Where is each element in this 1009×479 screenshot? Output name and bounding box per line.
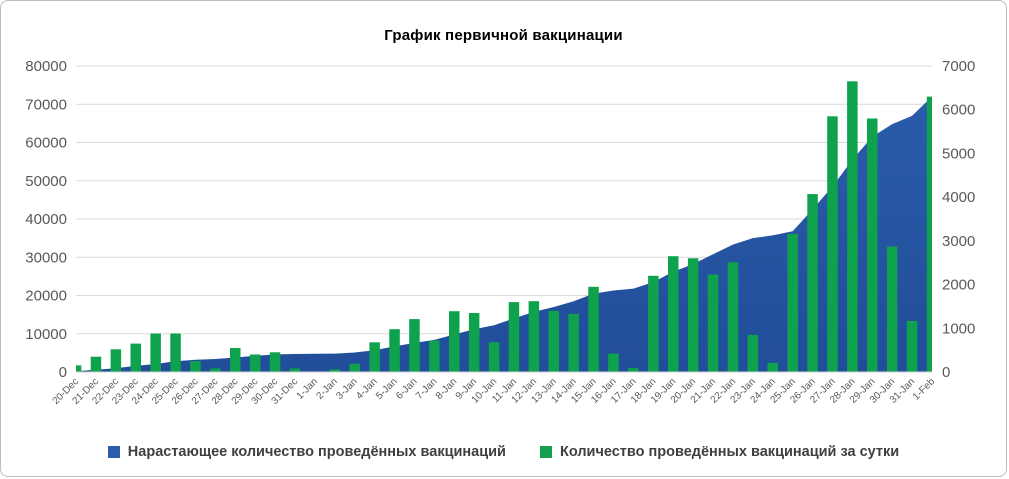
right-axis-tick-label: 1000 bbox=[942, 320, 975, 337]
daily-bar-24-Jan bbox=[767, 362, 778, 372]
daily-bar-25-Jan bbox=[787, 233, 798, 372]
legend-item-daily: Количество проведённых вакцинаций за сут… bbox=[539, 444, 900, 460]
legend-label-daily: Количество проведённых вакцинаций за сут… bbox=[559, 444, 900, 460]
daily-bar-3-Jan bbox=[349, 363, 360, 372]
daily-bar-22-Jan bbox=[727, 262, 739, 372]
left-axis-tick-label: 60000 bbox=[25, 135, 67, 152]
daily-bar-9-Jan bbox=[468, 313, 480, 372]
right-axis-tick-label: 7000 bbox=[942, 58, 975, 75]
daily-bar-27-Jan bbox=[827, 116, 838, 372]
daily-bar-19-Jan bbox=[668, 256, 679, 372]
x-axis-date-label: 2-Jan bbox=[314, 376, 339, 401]
daily-bar-31-Jan bbox=[906, 320, 918, 372]
daily-bar-18-Jan bbox=[648, 275, 659, 372]
x-axis-date-label: 5-Jan bbox=[374, 376, 399, 401]
daily-bar-17-Jan bbox=[628, 368, 639, 372]
daily-bar-31-Dec bbox=[289, 368, 301, 372]
daily-bar-26-Jan bbox=[807, 194, 818, 372]
left-axis-tick-label: 80000 bbox=[25, 58, 67, 75]
daily-series-swatch bbox=[539, 446, 552, 458]
daily-bar-6-Jan bbox=[409, 319, 420, 372]
daily-bar-11-Jan bbox=[508, 302, 520, 372]
x-axis-date-label: 4-Jan bbox=[354, 376, 379, 401]
x-axis-date-label: 6-Jan bbox=[394, 376, 419, 401]
legend-item-cumulative: Нарастающее количество проведённых вакци… bbox=[107, 444, 506, 460]
daily-bar-7-Jan bbox=[429, 340, 440, 372]
daily-bar-5-Jan bbox=[389, 329, 400, 372]
cumulative-series-swatch bbox=[107, 446, 120, 458]
daily-bar-23-Jan bbox=[747, 334, 759, 372]
left-axis-tick-label: 20000 bbox=[25, 288, 67, 305]
right-axis-tick-label: 2000 bbox=[942, 277, 975, 294]
x-axis-date-label: 7-Jan bbox=[414, 376, 439, 401]
chart-title: График первичной вакцинации bbox=[384, 27, 623, 44]
chart-legend: Нарастающее количество проведённых вакци… bbox=[1, 444, 1006, 460]
daily-bar-13-Jan bbox=[548, 310, 559, 372]
right-axis-tick-label: 4000 bbox=[942, 189, 975, 206]
daily-bar-16-Jan bbox=[608, 353, 619, 372]
left-axis-tick-label: 0 bbox=[59, 364, 67, 381]
x-axis-date-label: 1-Jan bbox=[295, 376, 320, 401]
right-axis-tick-label: 5000 bbox=[942, 145, 975, 162]
daily-bar-4-Jan bbox=[369, 342, 380, 372]
x-axis-date-label: 3-Jan bbox=[334, 376, 359, 401]
daily-bar-21-Dec bbox=[90, 356, 102, 372]
right-axis-tick-label: 6000 bbox=[942, 102, 975, 119]
daily-bar-21-Jan bbox=[707, 274, 719, 372]
daily-bar-10-Jan bbox=[488, 342, 500, 372]
daily-bar-24-Dec bbox=[150, 333, 161, 372]
x-axis-date-label: 1-Feb bbox=[911, 376, 938, 403]
daily-bar-30-Dec bbox=[269, 352, 281, 372]
daily-bar-23-Dec bbox=[130, 343, 141, 372]
daily-bar-27-Dec bbox=[210, 368, 221, 372]
daily-bar-14-Jan bbox=[568, 313, 579, 372]
right-axis-tick-label: 0 bbox=[942, 364, 950, 381]
left-axis-tick-label: 70000 bbox=[25, 96, 67, 113]
daily-bar-28-Dec bbox=[230, 348, 241, 372]
daily-bar-2-Jan bbox=[329, 369, 340, 372]
daily-bar-8-Jan bbox=[449, 311, 460, 372]
daily-bar-29-Dec bbox=[249, 354, 261, 372]
right-axis-tick-label: 3000 bbox=[942, 233, 975, 250]
daily-bar-25-Dec bbox=[170, 333, 181, 372]
daily-bar-30-Jan bbox=[886, 246, 898, 372]
left-axis-tick-label: 30000 bbox=[25, 249, 67, 266]
daily-bar-20-Dec bbox=[76, 365, 82, 372]
left-axis-tick-label: 10000 bbox=[25, 326, 67, 343]
daily-bar-29-Jan bbox=[867, 118, 878, 372]
x-axis-date-label: 8-Jan bbox=[434, 376, 459, 401]
daily-bar-22-Dec bbox=[110, 349, 122, 372]
daily-bar-26-Dec bbox=[190, 361, 201, 372]
left-axis-tick-label: 50000 bbox=[25, 173, 67, 190]
daily-bar-28-Jan bbox=[847, 81, 858, 372]
daily-bar-1-Feb bbox=[926, 96, 932, 372]
left-axis-tick-label: 40000 bbox=[25, 211, 67, 228]
legend-label-cumulative: Нарастающее количество проведённых вакци… bbox=[127, 444, 506, 460]
cumulative-area-series bbox=[76, 96, 932, 372]
daily-bar-20-Jan bbox=[687, 258, 699, 372]
daily-bar-12-Jan bbox=[528, 301, 540, 372]
daily-bar-15-Jan bbox=[588, 286, 599, 372]
